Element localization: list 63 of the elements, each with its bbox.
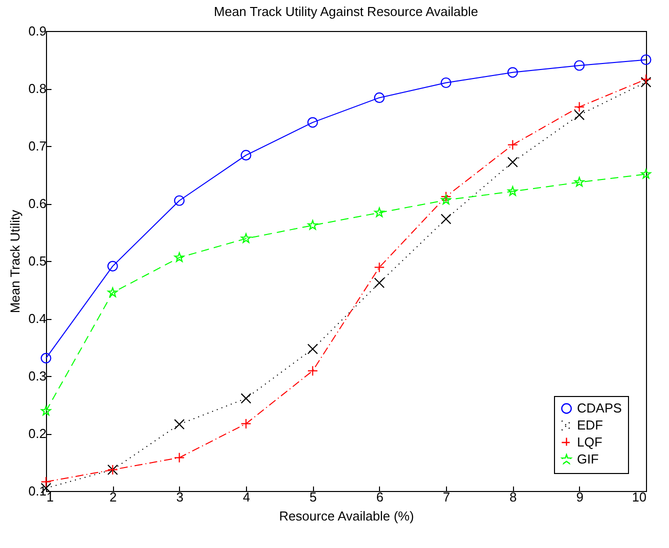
x-tick-label: 10 — [632, 490, 646, 504]
point — [574, 60, 585, 71]
x-tick-label: 7 — [442, 490, 450, 504]
point — [640, 74, 652, 85]
point — [507, 67, 518, 78]
point — [307, 117, 318, 128]
point — [174, 252, 184, 262]
legend-label: EDF — [577, 418, 604, 432]
point — [374, 207, 384, 218]
y-tick-label: 0.9 — [28, 24, 46, 38]
point — [174, 195, 185, 206]
point — [507, 156, 518, 168]
point — [240, 418, 252, 430]
point — [307, 344, 318, 354]
point — [107, 260, 118, 272]
x-axis-title: Resource Available (%) — [279, 508, 414, 524]
point — [640, 54, 652, 66]
x-tick-label: 1 — [46, 490, 54, 504]
x-tick-label: 5 — [310, 490, 317, 504]
point — [240, 393, 252, 404]
point — [40, 406, 52, 416]
legend-label: LQF — [577, 434, 602, 450]
point — [240, 233, 252, 243]
point — [374, 262, 385, 273]
point — [374, 278, 385, 288]
point — [40, 352, 52, 364]
point — [440, 191, 452, 202]
x-tick-label: 3 — [176, 490, 184, 504]
point — [507, 140, 518, 150]
x-tick-label: 4 — [242, 490, 250, 504]
point — [574, 102, 585, 112]
point — [174, 452, 185, 463]
y-axis-title: Mean Track Utility — [7, 209, 22, 314]
x-tick-label: 9 — [576, 490, 584, 504]
point — [174, 419, 185, 430]
legend-label: GIF — [577, 452, 599, 466]
point — [508, 186, 518, 196]
y-tick-label: 0.5 — [28, 254, 46, 268]
point — [240, 150, 252, 160]
point — [640, 168, 652, 179]
y-tick-label: 0.1 — [28, 484, 46, 498]
y-tick-label: 0.8 — [28, 81, 46, 96]
point — [574, 110, 585, 120]
chart-title: Mean Track Utility Against Resource Available — [214, 4, 478, 19]
point — [307, 366, 318, 376]
point — [440, 194, 452, 204]
y-tick-label: 0.7 — [28, 138, 46, 154]
y-tick-label: 0.6 — [28, 196, 46, 211]
point — [374, 92, 385, 103]
point — [308, 220, 318, 230]
point — [40, 476, 52, 488]
point — [440, 214, 452, 224]
y-tick-label: 0.3 — [28, 368, 46, 384]
x-tick-label: 6 — [376, 490, 384, 504]
y-tick-label: 0.4 — [28, 311, 46, 326]
point — [574, 176, 584, 187]
y-tick-label: 0.2 — [28, 426, 46, 441]
x-tick-label: 8 — [510, 490, 517, 504]
legend-label: CDAPS — [577, 400, 622, 416]
x-tick-label: 2 — [110, 490, 117, 504]
point — [440, 77, 452, 88]
point — [640, 76, 652, 88]
point — [108, 287, 118, 298]
